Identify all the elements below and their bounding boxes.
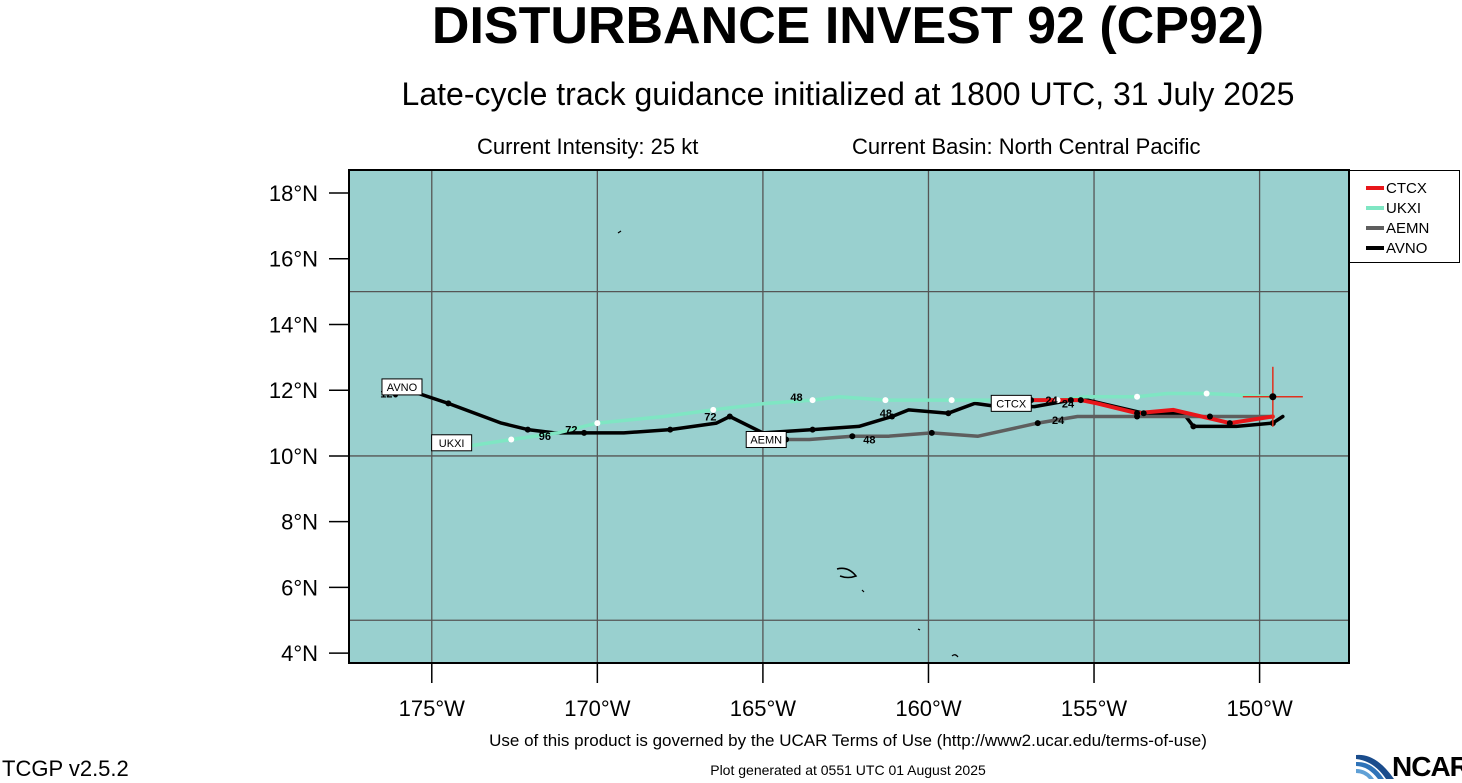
island-outline xyxy=(836,567,858,579)
track-point-ukxi xyxy=(1054,397,1061,404)
track-point-ctcx xyxy=(1134,410,1141,417)
chart-title: DISTURBANCE INVEST 92 (CP92) xyxy=(431,0,1265,55)
track-point-avno xyxy=(889,413,896,420)
track-point-avno xyxy=(1190,423,1197,430)
y-tick-label: 16°N xyxy=(269,247,318,272)
y-tick-label: 8°N xyxy=(281,510,318,535)
y-tick-label: 14°N xyxy=(269,312,318,337)
island-outline xyxy=(861,589,865,593)
track-end-label: AVNO xyxy=(387,382,418,394)
y-tick-label: 10°N xyxy=(269,444,318,469)
current-basin: Current Basin: North Central Pacific xyxy=(852,134,1201,159)
track-end-label-box xyxy=(990,394,1032,412)
hour-label: 48 xyxy=(790,392,802,404)
ncar-logo-text: NCAR xyxy=(1392,751,1462,782)
current-position-point xyxy=(1269,393,1277,401)
legend-label-avno: AVNO xyxy=(1386,239,1428,257)
track-point-avno xyxy=(581,429,588,436)
track-point-aemn xyxy=(928,429,935,436)
track-end-label-box xyxy=(431,434,473,452)
x-tick-label: 175°W xyxy=(399,696,466,721)
hour-label: 72 xyxy=(565,425,577,437)
hour-label: 72 xyxy=(704,412,716,424)
island-outline xyxy=(617,230,622,234)
legend-item-avno: AVNO xyxy=(1366,238,1427,258)
legend-label-ukxi: UKXI xyxy=(1386,199,1422,217)
version-label: TCGP v2.5.2 xyxy=(2,756,129,781)
plot-frame xyxy=(348,169,1350,664)
legend: CTCX UKXI AEMN AVNO xyxy=(1349,170,1460,263)
legend-item-ukxi: UKXI xyxy=(1366,198,1421,218)
legend-item-ctcx: CTCX xyxy=(1366,178,1427,198)
plot-generated-time: Plot generated at 0551 UTC 01 August 202… xyxy=(710,762,986,778)
legend-swatch-aemn xyxy=(1366,226,1384,230)
hour-label: 96 xyxy=(539,431,551,443)
current-intensity: Current Intensity: 25 kt xyxy=(477,134,699,159)
track-point-aemn xyxy=(1034,420,1041,427)
track-end-label-box xyxy=(745,431,787,449)
y-tick-label: 6°N xyxy=(281,575,318,600)
island-outline xyxy=(951,654,959,658)
track-point-avno xyxy=(945,410,952,417)
legend-swatch-avno xyxy=(1366,246,1384,250)
track-point-ukxi xyxy=(710,406,717,413)
hour-label: 24 xyxy=(1052,415,1065,427)
track-point-avno xyxy=(1140,410,1147,417)
y-tick-label: 18°N xyxy=(269,181,318,206)
hour-label: 24 xyxy=(1062,398,1075,410)
track-point-avno xyxy=(809,426,816,433)
track-line-aemn xyxy=(784,414,1275,442)
x-tick-label: 165°W xyxy=(730,696,797,721)
track-point-avno xyxy=(667,426,674,433)
track-point-avno xyxy=(1067,397,1074,404)
y-tick-label: 12°N xyxy=(269,378,318,403)
ncar-logo-icon xyxy=(1356,754,1394,779)
hour-label: 48 xyxy=(863,435,875,447)
track-point-ukxi xyxy=(809,397,816,404)
track-point-ctcx xyxy=(1077,397,1084,404)
track-point-avno xyxy=(726,413,733,420)
track-end-label-box xyxy=(381,378,423,396)
track-point-ukxi xyxy=(882,397,889,404)
track-point-ctcx xyxy=(1226,420,1233,427)
track-end-label: AEMN xyxy=(750,435,782,447)
track-point-avno xyxy=(445,400,452,407)
hour-label: 48 xyxy=(880,408,892,420)
track-point-avno xyxy=(524,426,531,433)
hour-label: 24 xyxy=(1045,395,1058,407)
legend-label-aemn: AEMN xyxy=(1386,219,1430,237)
x-tick-label: 150°W xyxy=(1226,696,1293,721)
track-line-avno xyxy=(393,388,1285,435)
track-point-aemn xyxy=(849,433,856,440)
legend-swatch-ctcx xyxy=(1366,186,1384,190)
ncar-logo: NCAR xyxy=(1356,749,1462,782)
legend-swatch-ukxi xyxy=(1366,206,1384,210)
legend-item-aemn: AEMN xyxy=(1366,218,1429,238)
legend-label-ctcx: CTCX xyxy=(1386,179,1427,197)
x-tick-label: 160°W xyxy=(895,696,962,721)
track-end-label: CTCX xyxy=(996,398,1027,410)
y-tick-label: 4°N xyxy=(281,641,318,666)
terms-of-use-notice: Use of this product is governed by the U… xyxy=(489,731,1207,750)
island-outline xyxy=(917,628,921,631)
track-point-ukxi xyxy=(1134,393,1141,400)
track-end-label: UKXI xyxy=(439,438,465,450)
track-point-aemn xyxy=(1206,413,1213,420)
x-tick-label: 170°W xyxy=(564,696,631,721)
track-point-ukxi xyxy=(1203,390,1210,397)
x-tick-label: 155°W xyxy=(1061,696,1128,721)
track-point-ukxi xyxy=(594,420,601,427)
chart-subtitle: Late-cycle track guidance initialized at… xyxy=(401,76,1295,112)
track-point-ukxi xyxy=(948,397,955,404)
track-point-ukxi xyxy=(508,436,515,443)
